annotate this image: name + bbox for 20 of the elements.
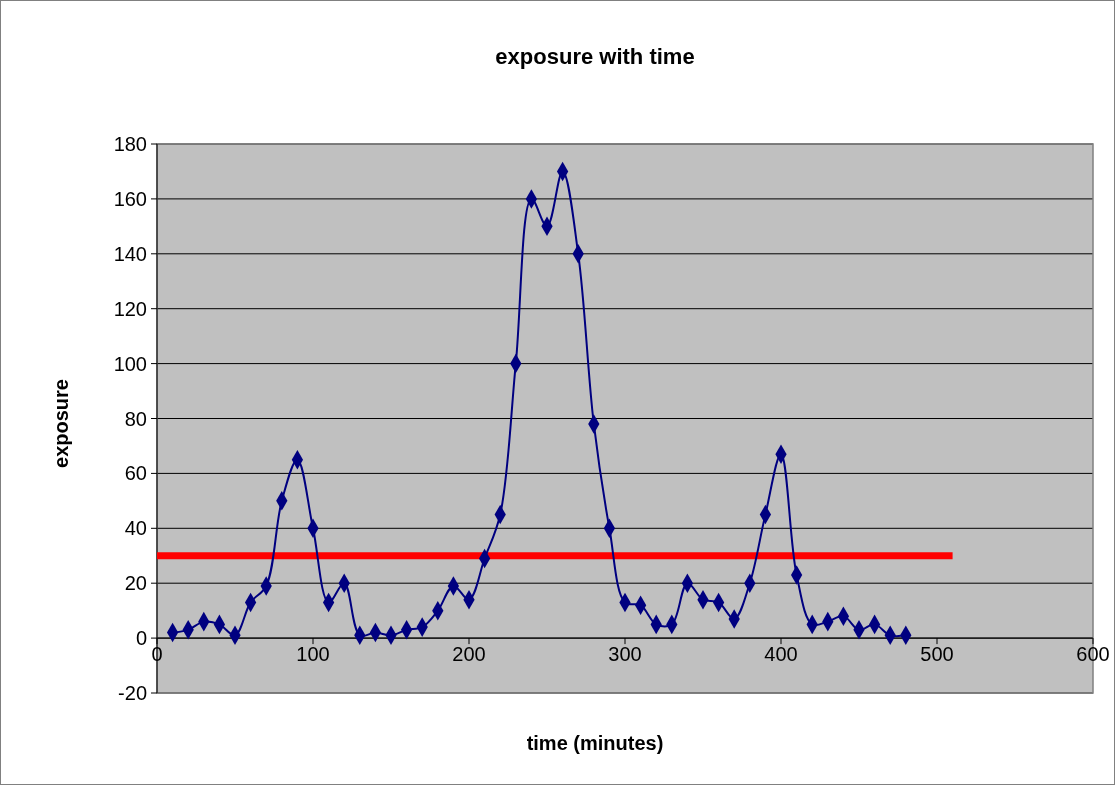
- y-tick-label: 140: [113, 242, 147, 265]
- y-tick-label: 80: [124, 407, 147, 430]
- x-tick-label: 600: [1076, 643, 1110, 666]
- y-tick-label: 20: [124, 572, 147, 595]
- x-tick-label: 200: [452, 643, 486, 666]
- y-tick-label: 120: [113, 297, 147, 320]
- y-tick-label: 180: [113, 133, 147, 155]
- y-tick-label: 160: [113, 187, 147, 210]
- y-tick-label: 0: [135, 627, 147, 650]
- y-tick-label: 100: [113, 352, 147, 375]
- y-axis-title: exposure: [50, 379, 72, 468]
- x-tick-label: 500: [920, 643, 954, 666]
- x-axis-title: time (minutes): [526, 732, 664, 754]
- y-tick-label: 40: [124, 517, 147, 540]
- x-tick-label: 400: [764, 643, 798, 666]
- x-tick-label: 100: [296, 643, 330, 666]
- x-tick-label: 300: [608, 643, 642, 666]
- chart-title: exposure with time: [495, 44, 695, 69]
- y-tick-label: -20: [118, 682, 147, 704]
- y-tick-label: 60: [124, 462, 147, 485]
